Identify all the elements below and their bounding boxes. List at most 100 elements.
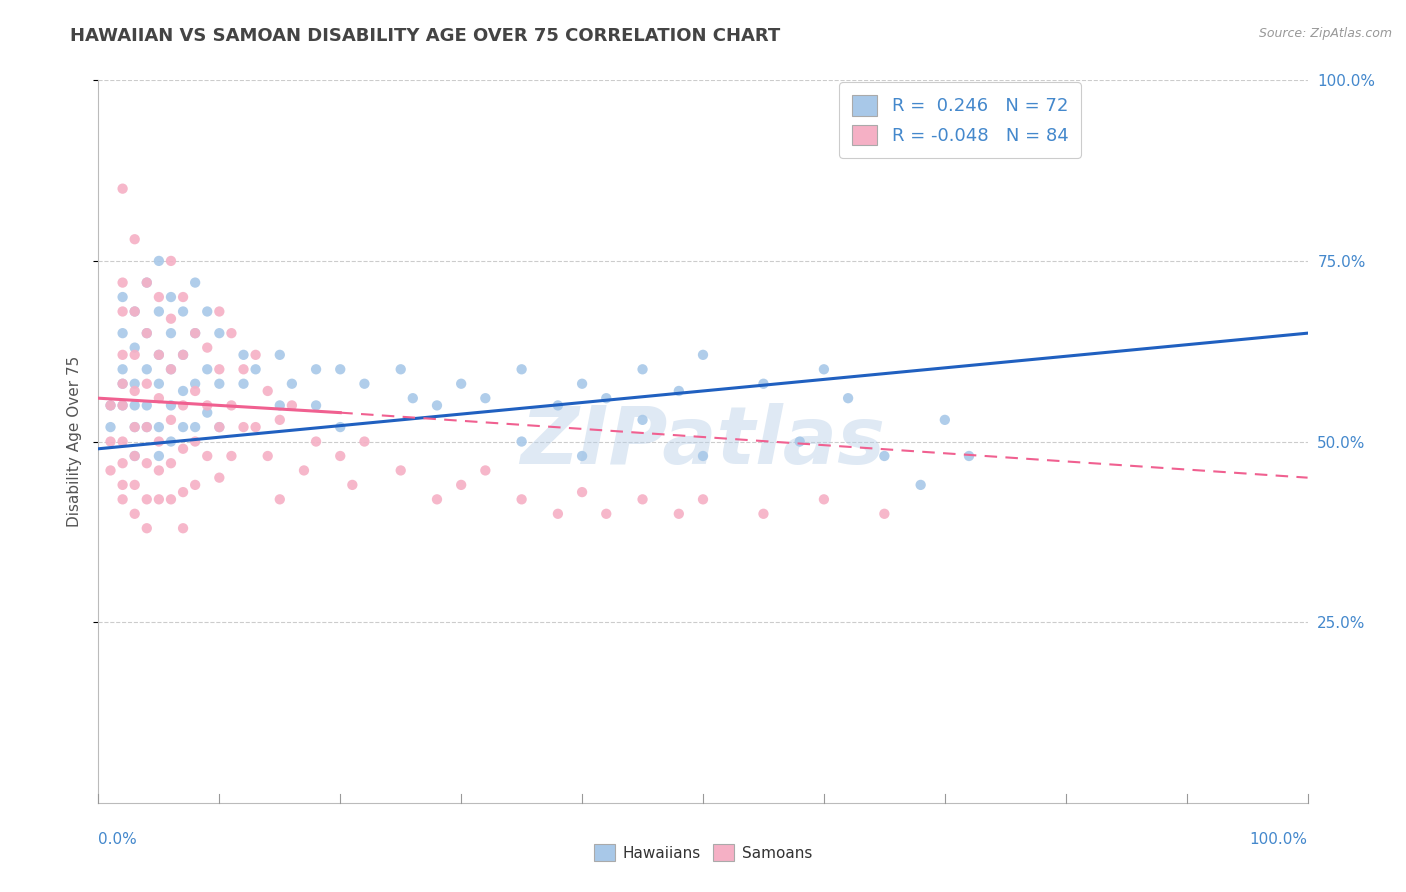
Point (124, 398, 146, 412)
Point (184, 326, 207, 341)
Point (184, 384, 207, 398)
Text: 100.0%: 100.0% (1250, 831, 1308, 847)
Point (221, 398, 243, 412)
Point (111, 276, 134, 290)
Point (160, 456, 183, 470)
Point (184, 420, 207, 434)
Point (148, 420, 170, 434)
Point (692, 492, 714, 507)
Point (232, 420, 254, 434)
Point (172, 521, 194, 535)
Point (148, 348, 170, 362)
Point (934, 413, 956, 427)
Point (135, 398, 157, 412)
Point (148, 290, 170, 304)
Point (389, 463, 412, 477)
Point (208, 420, 231, 434)
Point (450, 376, 472, 391)
Point (148, 391, 170, 405)
Point (124, 449, 146, 463)
Point (668, 507, 690, 521)
Point (957, 449, 980, 463)
Point (172, 290, 194, 304)
Point (474, 391, 496, 405)
Point (100, 420, 122, 434)
Point (100, 398, 122, 412)
Point (124, 232, 146, 246)
Point (692, 348, 714, 362)
Point (111, 434, 134, 449)
Point (329, 420, 352, 434)
Point (256, 449, 278, 463)
Point (232, 362, 254, 376)
Point (631, 413, 654, 427)
Point (208, 471, 231, 485)
Point (571, 376, 593, 391)
Point (329, 362, 352, 376)
Point (135, 276, 157, 290)
Point (124, 341, 146, 355)
Point (111, 376, 134, 391)
Point (111, 492, 134, 507)
Point (100, 398, 122, 412)
Point (184, 326, 207, 341)
Point (135, 326, 157, 341)
Point (305, 398, 328, 412)
Point (389, 362, 412, 376)
Point (184, 276, 207, 290)
Point (135, 456, 157, 470)
Point (595, 507, 617, 521)
Point (547, 507, 569, 521)
Point (135, 362, 157, 376)
Point (124, 376, 146, 391)
Point (160, 311, 183, 326)
Point (245, 348, 267, 362)
Point (111, 304, 134, 318)
Point (195, 341, 218, 355)
Point (342, 478, 364, 492)
Point (305, 362, 328, 376)
Point (281, 376, 304, 391)
Point (111, 362, 134, 376)
Point (124, 304, 146, 318)
Y-axis label: Disability Age Over 75: Disability Age Over 75 (67, 356, 83, 527)
Point (269, 413, 291, 427)
Point (292, 463, 315, 477)
Point (474, 463, 496, 477)
Point (160, 253, 183, 268)
Point (135, 376, 157, 391)
Point (160, 434, 183, 449)
Point (111, 398, 134, 412)
Text: ZIPatlas: ZIPatlas (520, 402, 886, 481)
Point (135, 276, 157, 290)
Point (269, 398, 291, 412)
Point (111, 456, 134, 470)
Point (450, 478, 472, 492)
Point (208, 304, 231, 318)
Point (221, 326, 243, 341)
Point (873, 449, 896, 463)
Point (195, 362, 218, 376)
Point (148, 253, 170, 268)
Text: Source: ZipAtlas.com: Source: ZipAtlas.com (1258, 27, 1392, 40)
Point (195, 449, 218, 463)
Point (111, 398, 134, 412)
Point (195, 406, 218, 420)
Point (135, 420, 157, 434)
Point (124, 384, 146, 398)
Point (124, 348, 146, 362)
Point (100, 463, 122, 477)
Point (631, 362, 654, 376)
Point (510, 434, 533, 449)
Point (148, 434, 170, 449)
Point (148, 492, 170, 507)
Point (172, 348, 194, 362)
Point (148, 348, 170, 362)
Point (232, 376, 254, 391)
Point (305, 434, 328, 449)
Point (111, 290, 134, 304)
Point (245, 420, 267, 434)
Point (281, 398, 304, 412)
Point (160, 290, 183, 304)
Point (160, 362, 183, 376)
